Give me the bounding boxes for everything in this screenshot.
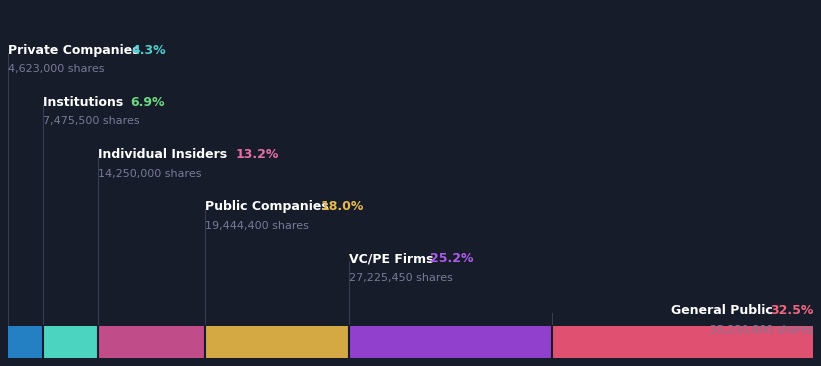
Text: Institutions: Institutions — [43, 96, 127, 109]
Text: 35,230,800 shares: 35,230,800 shares — [710, 325, 814, 335]
Text: Individual Insiders: Individual Insiders — [99, 148, 232, 161]
Text: 18.0%: 18.0% — [320, 200, 364, 213]
Text: 27,225,450 shares: 27,225,450 shares — [350, 273, 453, 283]
Text: VC/PE Firms: VC/PE Firms — [350, 253, 438, 265]
Text: 14,250,000 shares: 14,250,000 shares — [99, 168, 202, 179]
Text: Private Companies: Private Companies — [8, 44, 144, 57]
Bar — [8, 326, 43, 358]
Text: 13.2%: 13.2% — [236, 148, 278, 161]
Bar — [43, 326, 99, 358]
Text: Public Companies: Public Companies — [204, 200, 333, 213]
Text: 7,475,500 shares: 7,475,500 shares — [43, 116, 140, 127]
Bar — [204, 326, 350, 358]
Text: 19,444,400 shares: 19,444,400 shares — [204, 221, 309, 231]
Text: 6.9%: 6.9% — [131, 96, 165, 109]
Text: 4,623,000 shares: 4,623,000 shares — [8, 64, 105, 74]
Bar — [350, 326, 552, 358]
Text: 32.5%: 32.5% — [770, 305, 814, 317]
Bar — [552, 326, 814, 358]
Text: 4.3%: 4.3% — [131, 44, 166, 57]
Text: General Public: General Public — [672, 305, 777, 317]
Text: 25.2%: 25.2% — [429, 253, 473, 265]
Bar — [99, 326, 204, 358]
